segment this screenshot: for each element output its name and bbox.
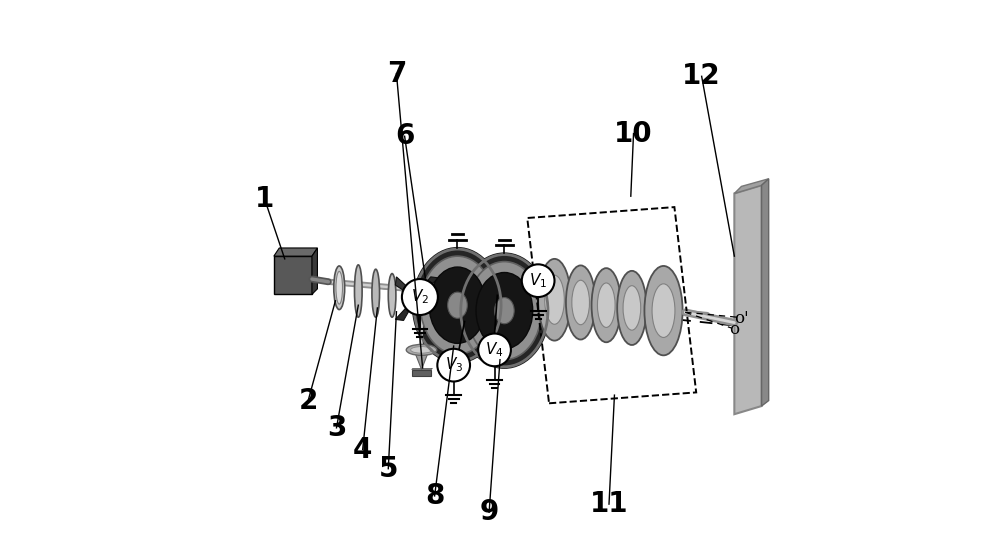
Polygon shape	[762, 179, 769, 406]
Text: 4: 4	[353, 435, 372, 464]
Ellipse shape	[460, 253, 549, 368]
Ellipse shape	[354, 265, 362, 317]
Text: 5: 5	[379, 455, 398, 483]
Polygon shape	[417, 299, 439, 320]
Text: 1: 1	[255, 185, 274, 213]
Ellipse shape	[623, 286, 641, 330]
Ellipse shape	[448, 292, 467, 318]
Ellipse shape	[652, 284, 675, 337]
Polygon shape	[414, 350, 429, 370]
Ellipse shape	[406, 344, 437, 355]
Text: $V_3$: $V_3$	[445, 356, 463, 374]
Ellipse shape	[411, 347, 432, 353]
Text: $V_2$: $V_2$	[411, 288, 429, 306]
Text: $V_1$: $V_1$	[529, 271, 547, 290]
Polygon shape	[412, 368, 432, 370]
Ellipse shape	[336, 271, 342, 304]
Ellipse shape	[476, 272, 533, 349]
Ellipse shape	[538, 259, 571, 341]
Ellipse shape	[388, 274, 396, 317]
Circle shape	[437, 349, 470, 382]
Ellipse shape	[566, 265, 595, 340]
Text: 2: 2	[298, 386, 318, 415]
Text: 11: 11	[590, 490, 628, 518]
Polygon shape	[274, 248, 317, 256]
Circle shape	[522, 264, 554, 297]
Text: 6: 6	[395, 122, 414, 150]
Polygon shape	[734, 185, 762, 414]
Text: 8: 8	[425, 482, 444, 510]
Ellipse shape	[429, 267, 486, 343]
Text: o': o'	[734, 310, 749, 328]
Ellipse shape	[334, 266, 345, 310]
Text: o: o	[729, 321, 739, 338]
Ellipse shape	[644, 266, 683, 355]
Polygon shape	[395, 299, 414, 320]
Ellipse shape	[495, 298, 514, 324]
Text: 3: 3	[327, 414, 346, 442]
Ellipse shape	[592, 268, 621, 342]
Ellipse shape	[545, 275, 564, 324]
FancyBboxPatch shape	[412, 370, 431, 376]
Text: $V_4$: $V_4$	[485, 341, 504, 359]
Ellipse shape	[467, 262, 541, 360]
Ellipse shape	[572, 280, 589, 325]
Ellipse shape	[597, 283, 615, 328]
Ellipse shape	[420, 256, 495, 354]
Circle shape	[478, 334, 511, 366]
Polygon shape	[312, 248, 317, 294]
Text: 9: 9	[479, 498, 499, 526]
Ellipse shape	[617, 271, 647, 345]
Circle shape	[402, 279, 438, 315]
Text: 10: 10	[614, 119, 653, 148]
Polygon shape	[734, 179, 769, 193]
Polygon shape	[414, 277, 439, 299]
Text: 7: 7	[387, 59, 406, 88]
Text: 12: 12	[682, 62, 721, 90]
Polygon shape	[274, 256, 312, 294]
Ellipse shape	[372, 269, 380, 317]
Ellipse shape	[413, 248, 502, 362]
Polygon shape	[395, 277, 417, 299]
